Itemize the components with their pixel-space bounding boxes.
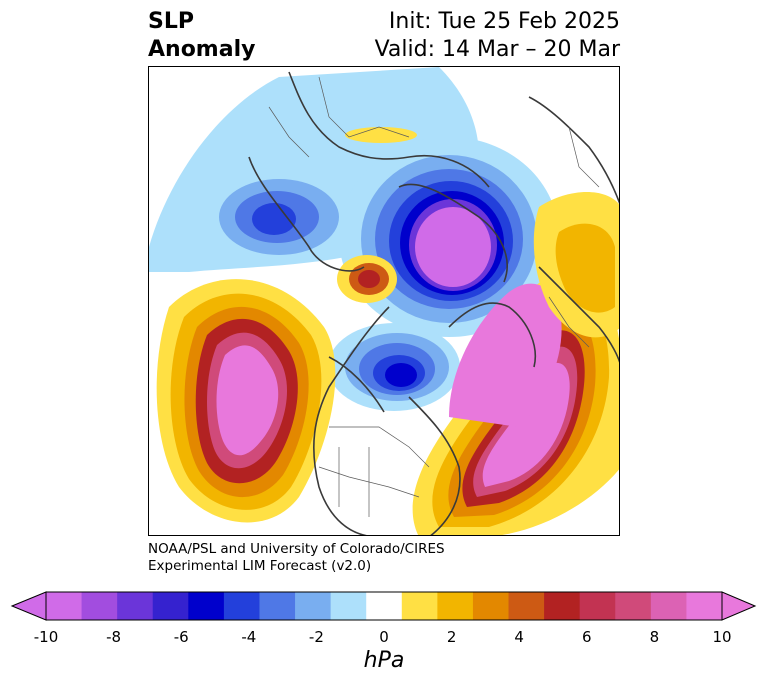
colorbar-tick-label: -2	[308, 628, 324, 646]
colorbar-tick-label: -6	[173, 628, 189, 646]
colorbar-segment	[401, 592, 438, 620]
colorbar-low-extend-arrow	[10, 591, 47, 621]
colorbar-units: hPa	[363, 648, 405, 673]
colorbar-segment	[330, 592, 367, 620]
colorbar-segment	[544, 592, 581, 620]
map-title: SLP Anomaly	[148, 8, 255, 64]
anomaly-map	[149, 67, 619, 535]
colorbar-segment	[117, 592, 154, 620]
colorbar-high-extend-arrow	[721, 591, 757, 621]
colorbar-segment	[259, 592, 296, 620]
colorbar-tick-label: -10	[33, 628, 59, 646]
atlantic-high-core	[482, 362, 570, 487]
data-credit: NOAA/PSL and University of Colorado/CIRE…	[148, 541, 445, 575]
colorbar-segment	[615, 592, 652, 620]
colorbar-segment	[579, 592, 616, 620]
colorbar	[10, 591, 757, 621]
colorbar-segment	[295, 592, 332, 620]
map-panel	[148, 66, 620, 536]
colorbar-segment	[366, 592, 403, 620]
borders	[268, 76, 600, 517]
colorbar-segment	[686, 592, 723, 620]
title-line-slp: SLP	[148, 9, 194, 34]
credit-line-2: Experimental LIM Forecast (v2.0)	[148, 558, 372, 574]
colorbar-segment	[46, 592, 83, 620]
colorbar-tick-label: 2	[446, 628, 457, 646]
colorbar-segment	[81, 592, 118, 620]
colorbar-segments	[46, 592, 723, 620]
forecast-dates: Init: Tue 25 Feb 2025 Valid: 14 Mar – 20…	[375, 8, 620, 64]
coastlines	[248, 71, 619, 535]
colorbar-segment	[650, 592, 687, 620]
colorbar-outline	[45, 591, 723, 621]
colorbar-tick-label: -4	[241, 628, 257, 646]
init-date: Init: Tue 25 Feb 2025	[388, 9, 620, 34]
colorbar-tick-label: -8	[106, 628, 122, 646]
colorbar-segment	[188, 592, 225, 620]
valid-dates: Valid: 14 Mar – 20 Mar	[374, 37, 620, 62]
colorbar-segment	[437, 592, 474, 620]
colorbar-tick-label: 10	[712, 628, 732, 646]
colorbar-segment	[152, 592, 189, 620]
colorbar-tick-label: 4	[514, 628, 524, 646]
colorbar-tick-label: 0	[379, 628, 389, 646]
colorbar-tick-labels: -10 -8 -6 -4 -2 0 2 4 6 8 10	[0, 628, 768, 648]
colorbar-segment	[223, 592, 260, 620]
colorbar-tick-label: 8	[649, 628, 660, 646]
colorbar-segment	[508, 592, 545, 620]
colorbar-tick-label: 6	[582, 628, 592, 646]
colorbar-segment	[472, 592, 510, 620]
title-line-anomaly: Anomaly	[148, 37, 256, 62]
credit-line-1: NOAA/PSL and University of Colorado/CIRE…	[148, 541, 445, 557]
